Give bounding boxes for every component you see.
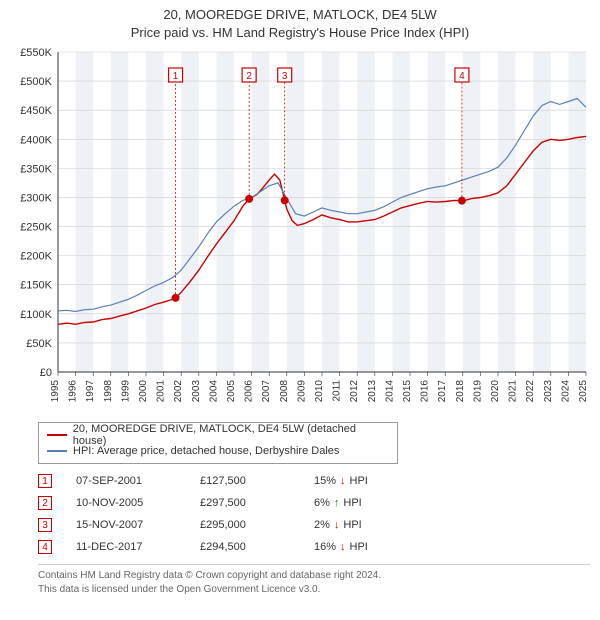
- svg-text:£0: £0: [40, 367, 52, 379]
- chart-legend: 20, MOOREDGE DRIVE, MATLOCK, DE4 5LW (de…: [38, 422, 398, 464]
- arrow-down-icon: ↓: [334, 519, 340, 531]
- tx-hpi-delta: 15%↓HPI: [314, 475, 404, 487]
- svg-text:2011: 2011: [332, 380, 343, 402]
- tx-price: £297,500: [200, 497, 290, 509]
- chart-container: £0 £50K £100K £150K £200K £250K £300K £350K £400…: [0, 46, 600, 418]
- svg-text:4: 4: [459, 71, 465, 82]
- tx-date: 10-NOV-2005: [76, 497, 176, 509]
- legend-swatch: [47, 450, 67, 452]
- arrow-up-icon: ↑: [334, 497, 340, 509]
- tx-marker: 4: [38, 540, 52, 554]
- svg-text:2000: 2000: [138, 380, 149, 403]
- legend-swatch: [47, 434, 67, 436]
- svg-text:1: 1: [173, 71, 179, 82]
- svg-text:2006: 2006: [244, 380, 255, 403]
- svg-text:£450K: £450K: [20, 106, 52, 118]
- svg-text:2024: 2024: [560, 380, 571, 403]
- price-chart-svg: £0 £50K £100K £150K £200K £250K £300K £350K £400…: [0, 46, 600, 418]
- tx-hpi-delta: 6%↑HPI: [314, 497, 404, 509]
- svg-text:£250K: £250K: [20, 222, 52, 234]
- svg-text:£200K: £200K: [20, 251, 52, 263]
- chart-title-block: 20, MOOREDGE DRIVE, MATLOCK, DE4 5LW Pri…: [0, 0, 600, 46]
- svg-text:2003: 2003: [191, 380, 202, 403]
- svg-text:£500K: £500K: [20, 76, 52, 88]
- svg-text:2009: 2009: [296, 380, 307, 403]
- svg-text:1999: 1999: [120, 380, 131, 403]
- svg-text:£550K: £550K: [20, 47, 52, 59]
- tx-marker: 2: [38, 496, 52, 510]
- legend-row: HPI: Average price, detached house, Derb…: [47, 443, 389, 459]
- tx-row: 2 10-NOV-2005 £297,500 6%↑HPI: [38, 492, 590, 514]
- svg-text:2: 2: [246, 71, 252, 82]
- legend-row: 20, MOOREDGE DRIVE, MATLOCK, DE4 5LW (de…: [47, 427, 389, 443]
- tx-date: 07-SEP-2001: [76, 475, 176, 487]
- tx-marker: 3: [38, 518, 52, 532]
- svg-text:2018: 2018: [455, 380, 466, 403]
- attribution-footer: Contains HM Land Registry data © Crown c…: [38, 564, 590, 596]
- tx-dot-2: [245, 195, 253, 203]
- svg-text:2004: 2004: [208, 380, 219, 403]
- tx-dot-3: [281, 197, 289, 205]
- tx-row: 3 15-NOV-2007 £295,000 2%↓HPI: [38, 514, 590, 536]
- svg-text:2021: 2021: [508, 380, 519, 403]
- legend-label: HPI: Average price, detached house, Derb…: [73, 445, 339, 457]
- title-line-2: Price paid vs. HM Land Registry's House …: [0, 24, 600, 42]
- svg-text:2019: 2019: [472, 380, 483, 403]
- tx-price: £127,500: [200, 475, 290, 487]
- svg-text:2014: 2014: [384, 380, 395, 403]
- tx-row: 1 07-SEP-2001 £127,500 15%↓HPI: [38, 470, 590, 492]
- svg-text:2022: 2022: [525, 380, 536, 403]
- tx-row: 4 11-DEC-2017 £294,500 16%↓HPI: [38, 536, 590, 558]
- svg-text:£350K: £350K: [20, 164, 52, 176]
- svg-text:2002: 2002: [173, 380, 184, 403]
- arrow-down-icon: ↓: [340, 541, 346, 553]
- svg-text:2005: 2005: [226, 380, 237, 403]
- legend-label: 20, MOOREDGE DRIVE, MATLOCK, DE4 5LW (de…: [73, 423, 389, 447]
- tx-marker: 1: [38, 474, 52, 488]
- transactions-table: 1 07-SEP-2001 £127,500 15%↓HPI 2 10-NOV-2005 £…: [38, 470, 590, 558]
- svg-text:2015: 2015: [402, 380, 413, 403]
- svg-text:2013: 2013: [367, 380, 378, 403]
- svg-text:£300K: £300K: [20, 193, 52, 205]
- attribution-line-2: This data is licensed under the Open Gov…: [38, 583, 590, 597]
- svg-text:2016: 2016: [420, 380, 431, 403]
- svg-text:2010: 2010: [314, 380, 325, 403]
- svg-text:3: 3: [282, 71, 288, 82]
- svg-text:1996: 1996: [68, 380, 79, 403]
- svg-text:2017: 2017: [437, 380, 448, 403]
- arrow-down-icon: ↓: [340, 475, 346, 487]
- tx-dot-1: [172, 294, 180, 302]
- svg-text:2001: 2001: [156, 380, 167, 403]
- svg-text:2020: 2020: [490, 380, 501, 403]
- svg-text:1995: 1995: [50, 380, 61, 403]
- tx-price: £295,000: [200, 519, 290, 531]
- svg-text:1998: 1998: [103, 380, 114, 403]
- svg-text:£50K: £50K: [26, 338, 52, 350]
- svg-text:2023: 2023: [543, 380, 554, 403]
- tx-hpi-delta: 2%↓HPI: [314, 519, 404, 531]
- svg-text:2012: 2012: [349, 380, 360, 403]
- tx-price: £294,500: [200, 541, 290, 553]
- svg-text:2025: 2025: [578, 380, 589, 403]
- svg-text:2007: 2007: [261, 380, 272, 403]
- svg-text:£400K: £400K: [20, 135, 52, 147]
- tx-hpi-delta: 16%↓HPI: [314, 541, 404, 553]
- svg-text:1997: 1997: [85, 380, 96, 403]
- tx-date: 15-NOV-2007: [76, 519, 176, 531]
- svg-text:£150K: £150K: [20, 280, 52, 292]
- attribution-line-1: Contains HM Land Registry data © Crown c…: [38, 569, 590, 583]
- tx-dot-4: [458, 197, 466, 205]
- title-line-1: 20, MOOREDGE DRIVE, MATLOCK, DE4 5LW: [0, 6, 600, 24]
- svg-text:£100K: £100K: [20, 309, 52, 321]
- svg-text:2008: 2008: [279, 380, 290, 403]
- tx-date: 11-DEC-2017: [76, 541, 176, 553]
